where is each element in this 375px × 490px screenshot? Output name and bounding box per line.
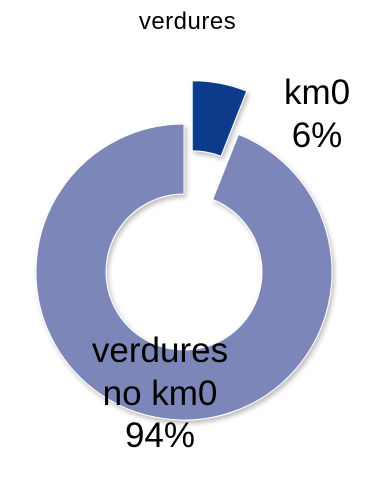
slice-label-no-km0: verdures no km0 94% bbox=[40, 330, 280, 458]
slice-label-km0-name: km0 bbox=[283, 73, 351, 112]
slice-km0 bbox=[191, 80, 248, 157]
slice-label-km0: km0 6% bbox=[258, 72, 375, 157]
slice-label-no-km0-percent: 94% bbox=[124, 416, 196, 456]
chart-title: verdures bbox=[138, 8, 237, 35]
slice-label-no-km0-name-line1: verdures bbox=[91, 331, 229, 370]
slice-label-no-km0-name-line2: no km0 bbox=[102, 373, 218, 413]
slice-verdures-no-km0 bbox=[35, 123, 333, 421]
slice-label-km0-percent: 6% bbox=[291, 115, 343, 155]
